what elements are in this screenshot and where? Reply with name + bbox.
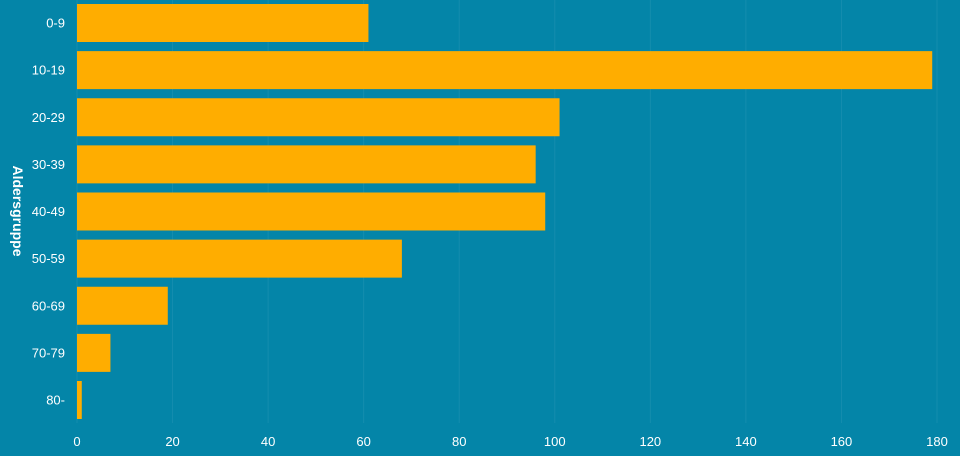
bar-10-19[interactable]: [77, 51, 933, 90]
x-tick-label: 20: [165, 434, 179, 449]
x-tick-label: 0: [73, 434, 80, 449]
bar-80-[interactable]: [77, 381, 82, 419]
y-tick-label: 20-29: [32, 110, 65, 125]
y-tick-label: 60-69: [32, 298, 65, 313]
y-tick-labels: 0-9 10-19 20-29 30-39 40-49 50-59 60-69 70-79 80…: [32, 16, 65, 408]
bar-20-29[interactable]: [77, 98, 560, 137]
x-tick-label: 100: [544, 434, 566, 449]
x-tick-labels: 0 20 40 60 80 100 120 140 160 180: [73, 434, 947, 449]
x-tick-label: 40: [261, 434, 275, 449]
x-tick-label: 180: [926, 434, 948, 449]
y-tick-label: 10-19: [32, 63, 65, 78]
bar-60-69[interactable]: [77, 286, 168, 325]
y-tick-label: 50-59: [32, 251, 65, 266]
bar-50-59[interactable]: [77, 239, 402, 278]
y-tick-label: 40-49: [32, 204, 65, 219]
x-tick-label: 160: [831, 434, 853, 449]
bar-0-9[interactable]: [77, 4, 369, 42]
bar-40-49[interactable]: [77, 192, 546, 231]
x-tick-label: 140: [735, 434, 757, 449]
y-tick-label: 30-39: [32, 157, 65, 172]
x-tick-label: 60: [356, 434, 370, 449]
bar-70-79[interactable]: [77, 333, 111, 372]
y-axis-title: Aldersgruppe: [10, 165, 26, 256]
y-tick-label: 80-: [46, 393, 65, 408]
y-tick-label: 0-9: [46, 16, 65, 31]
bar-30-39[interactable]: [77, 145, 536, 184]
y-tick-label: 70-79: [32, 345, 65, 360]
bar-layer: [77, 4, 933, 419]
x-tick-label: 120: [639, 434, 661, 449]
x-tick-label: 80: [452, 434, 466, 449]
